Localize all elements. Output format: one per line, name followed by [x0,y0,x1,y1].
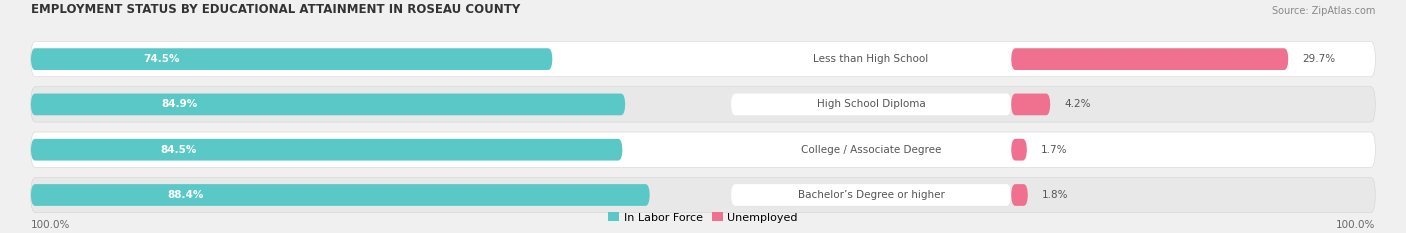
Text: College / Associate Degree: College / Associate Degree [801,145,941,155]
Text: 4.2%: 4.2% [1064,99,1091,110]
Text: 100.0%: 100.0% [1336,220,1375,230]
Text: 1.8%: 1.8% [1042,190,1069,200]
Text: Less than High School: Less than High School [814,54,929,64]
FancyBboxPatch shape [731,139,1011,161]
FancyBboxPatch shape [1011,93,1050,115]
FancyBboxPatch shape [31,41,1375,77]
FancyBboxPatch shape [31,132,1375,167]
FancyBboxPatch shape [31,48,553,70]
FancyBboxPatch shape [1011,48,1288,70]
FancyBboxPatch shape [31,93,626,115]
Text: 1.7%: 1.7% [1040,145,1067,155]
Text: 84.9%: 84.9% [162,99,197,110]
FancyBboxPatch shape [731,48,1011,70]
Text: Source: ZipAtlas.com: Source: ZipAtlas.com [1272,6,1375,16]
Text: 29.7%: 29.7% [1302,54,1336,64]
FancyBboxPatch shape [731,93,1011,115]
Text: Bachelor’s Degree or higher: Bachelor’s Degree or higher [797,190,945,200]
FancyBboxPatch shape [731,184,1011,206]
FancyBboxPatch shape [31,87,1375,122]
Text: 74.5%: 74.5% [143,54,180,64]
FancyBboxPatch shape [31,184,650,206]
FancyBboxPatch shape [1011,139,1026,161]
Text: 84.5%: 84.5% [160,145,197,155]
FancyBboxPatch shape [1011,184,1028,206]
Text: 88.4%: 88.4% [167,190,204,200]
FancyBboxPatch shape [31,139,623,161]
FancyBboxPatch shape [31,177,1375,213]
Legend: In Labor Force, Unemployed: In Labor Force, Unemployed [603,208,803,227]
Text: EMPLOYMENT STATUS BY EDUCATIONAL ATTAINMENT IN ROSEAU COUNTY: EMPLOYMENT STATUS BY EDUCATIONAL ATTAINM… [31,3,520,16]
Text: High School Diploma: High School Diploma [817,99,925,110]
Text: 100.0%: 100.0% [31,220,70,230]
